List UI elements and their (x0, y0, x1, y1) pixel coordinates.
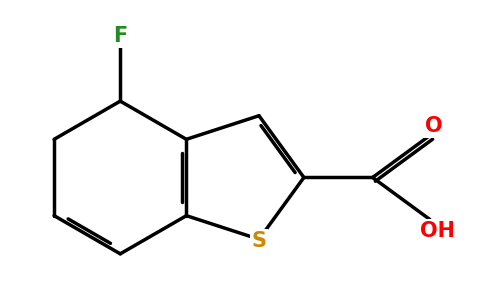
Text: F: F (113, 26, 127, 46)
Text: OH: OH (420, 221, 455, 241)
Text: S: S (252, 231, 267, 251)
Text: O: O (425, 116, 442, 136)
